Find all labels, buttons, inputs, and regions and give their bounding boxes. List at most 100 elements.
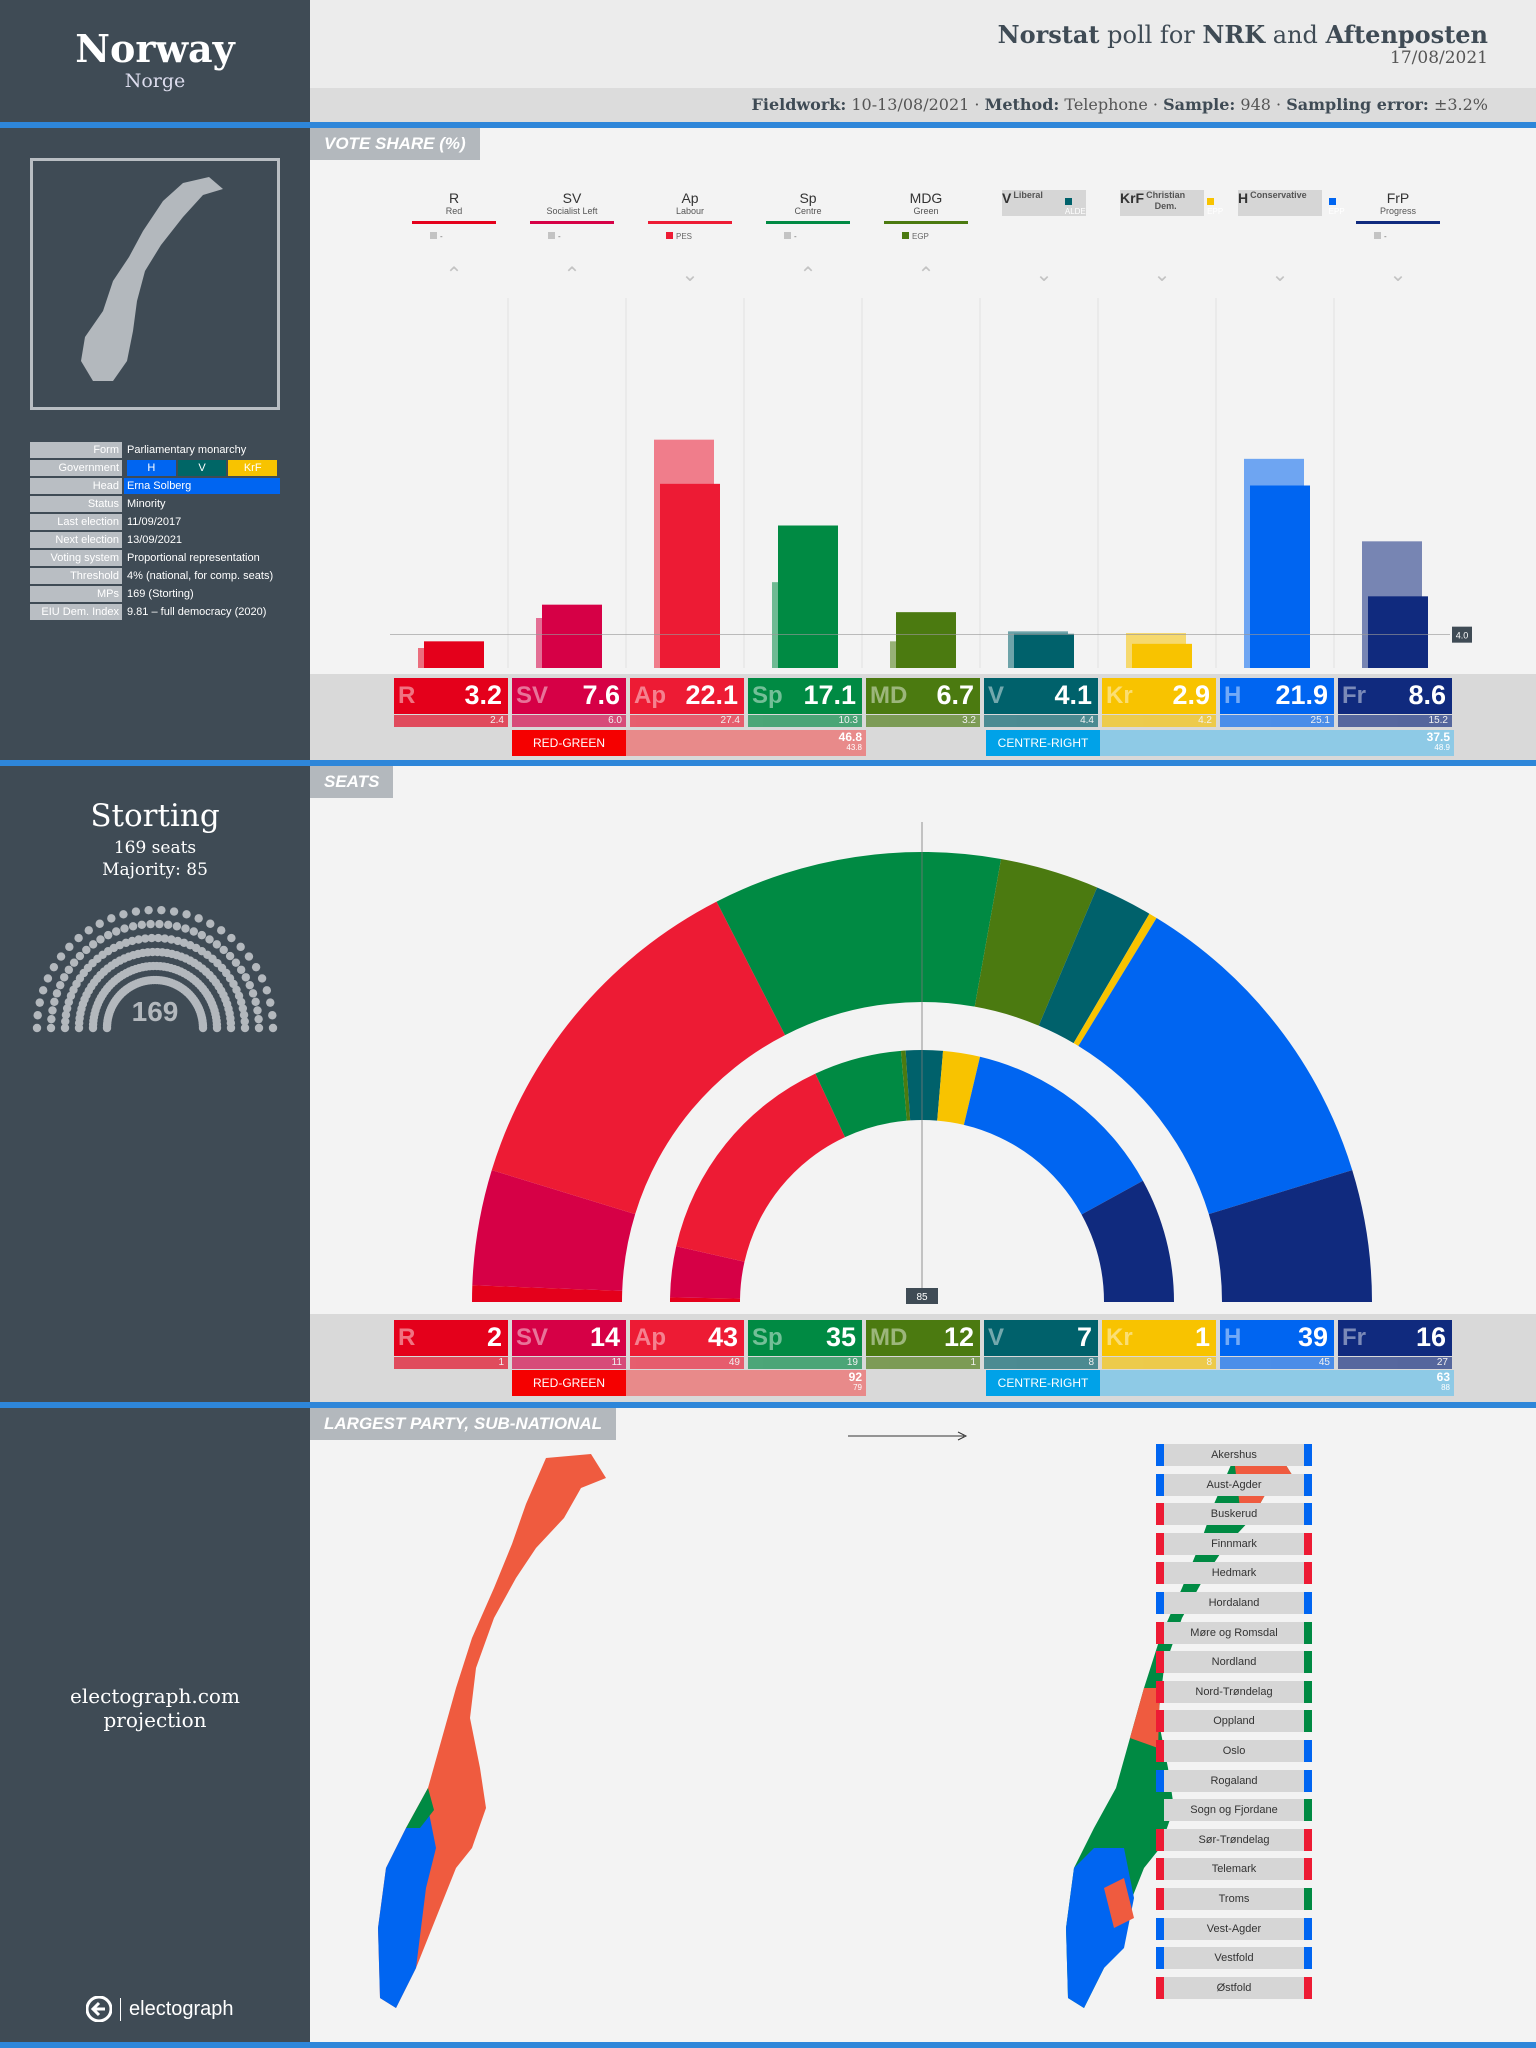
party-header-sv: SV Socialist Left -	[530, 190, 614, 241]
seat-dot	[50, 997, 59, 1006]
seat-arc-segment	[1078, 917, 1353, 1215]
seat-dot	[60, 1023, 70, 1033]
info-key: MPs	[30, 586, 122, 602]
seat-dot	[82, 945, 91, 955]
government-party-badge: V	[177, 460, 227, 476]
country-name: Norway	[75, 26, 235, 71]
vote-share-heading: VOTE SHARE (%)	[310, 128, 480, 160]
party-logo-icon: V	[988, 1324, 1005, 1351]
seat-dot	[160, 934, 170, 943]
previous-seat-value: 19	[748, 1357, 862, 1369]
region-projected-color	[1304, 1621, 1312, 1644]
seat-dot	[197, 930, 207, 940]
party-abbr: SV	[562, 190, 582, 206]
party-header-sp: Sp Centre -	[766, 190, 850, 241]
region-name: Hedmark	[1211, 1567, 1257, 1580]
projection-line2: projection	[103, 1708, 207, 1732]
fieldwork-value: 10-13/08/2021	[851, 95, 970, 114]
client-name-1: NRK	[1202, 20, 1266, 49]
seat-dot	[251, 962, 261, 972]
region-item: Østfold	[1156, 1976, 1312, 1999]
region-projected-color	[1304, 1503, 1312, 1526]
coalition-name: RED-GREEN	[512, 1370, 626, 1396]
region-previous-color	[1156, 1769, 1164, 1792]
projection-line1: electograph.com	[70, 1684, 240, 1708]
group-square-icon	[430, 232, 437, 239]
seat-dot	[128, 936, 137, 946]
region-item: Sør-Trøndelag	[1156, 1828, 1312, 1851]
seat-arc-segment	[472, 1170, 636, 1291]
vote-result-box: V 4.1	[984, 678, 1098, 714]
seat-dot	[226, 1023, 236, 1033]
sampling-error-value: ±3.2%	[1433, 95, 1488, 114]
party-group: -	[1356, 232, 1440, 241]
seat-dot	[47, 1014, 56, 1024]
seat-dot	[112, 927, 121, 936]
region-projected-color	[1304, 1799, 1312, 1822]
seat-dot	[248, 989, 258, 998]
region-name: Finnmark	[1211, 1537, 1257, 1550]
country-locator-map	[30, 158, 280, 410]
seat-dot	[128, 922, 138, 931]
region-previous-color	[1156, 1592, 1164, 1614]
region-projected-color	[1304, 1444, 1312, 1466]
seat-dot	[254, 1014, 263, 1024]
region-previous-color	[1156, 1858, 1164, 1881]
region-item: Sogn og Fjordane	[1156, 1799, 1312, 1822]
coalition-bar: 37.5 48.9	[1100, 730, 1454, 756]
vote-value: 22.1	[685, 680, 738, 710]
previous-seat-arc-segment	[963, 1056, 1143, 1215]
seat-dot	[32, 1023, 42, 1033]
previous-seat-value: 1	[866, 1357, 980, 1369]
region-name: Sogn og Fjordane	[1190, 1804, 1278, 1817]
party-logo-icon: H	[1224, 682, 1242, 709]
party-header-h: H Conservative EPP	[1238, 190, 1345, 216]
seat-dot	[147, 933, 156, 943]
government-party-badge: KrF	[228, 460, 278, 476]
seat-dot	[140, 934, 150, 943]
party-logo-icon: Ap	[634, 1324, 666, 1351]
electograph-logo-icon	[86, 1996, 112, 2022]
region-previous-color	[1156, 1799, 1164, 1822]
previous-seat-arc-segment	[815, 1050, 907, 1138]
country-info-table: Form Parliamentary monarchy Government H V Kr…	[28, 440, 282, 622]
group-square-icon	[1328, 198, 1336, 205]
party-logo-icon: Ap	[634, 682, 666, 709]
region-item: Akershus	[1156, 1444, 1312, 1466]
region-projected-color	[1304, 1947, 1312, 1970]
party-color-line	[766, 221, 850, 224]
regions-section: LARGEST PARTY, SUB-NATIONAL Akershus Aust…	[310, 1408, 1536, 2042]
seat-dot	[137, 920, 146, 930]
seat-dot	[236, 942, 245, 952]
seats-arc-chart: 85	[472, 822, 1372, 1304]
party-logo-icon: Fr	[1342, 1324, 1366, 1351]
party-logo-icon: Sp	[752, 1324, 783, 1351]
seat-dot	[75, 951, 85, 961]
party-abbr: Ap	[681, 190, 699, 206]
coalition-name: RED-GREEN	[512, 730, 626, 756]
party-name: Centre	[794, 206, 822, 216]
regions-heading: LARGEST PARTY, SUB-NATIONAL	[310, 1408, 616, 1440]
region-previous-color	[1156, 1503, 1164, 1526]
vote-result-box: SV 7.6	[512, 678, 626, 714]
previous-seat-arc-segment	[1081, 1180, 1174, 1302]
seat-value: 1	[1194, 1322, 1210, 1352]
region-projected-color	[1304, 1858, 1312, 1881]
seat-dot	[241, 973, 250, 982]
seat-result-box: Fr 16	[1338, 1320, 1452, 1356]
party-header-v: V Liberal ALDE	[1002, 190, 1086, 216]
vote-share-chart: 4.0	[390, 298, 1472, 668]
seat-dot	[266, 998, 275, 1007]
previous-election-map	[378, 1454, 606, 2008]
seat-value: 43	[707, 1322, 738, 1352]
region-name: Nordland	[1211, 1656, 1257, 1669]
sample-label: Sample:	[1163, 95, 1236, 114]
region-name: Vestfold	[1214, 1952, 1254, 1965]
region-item: Oppland	[1156, 1710, 1312, 1733]
region-name: Akershus	[1211, 1449, 1257, 1461]
region-name: Nord-Trøndelag	[1195, 1685, 1273, 1698]
info-value: Proportional representation	[127, 552, 260, 564]
party-header-r: R Red -	[412, 190, 496, 241]
region-item: Buskerud	[1156, 1503, 1312, 1526]
seat-dot	[35, 998, 44, 1007]
